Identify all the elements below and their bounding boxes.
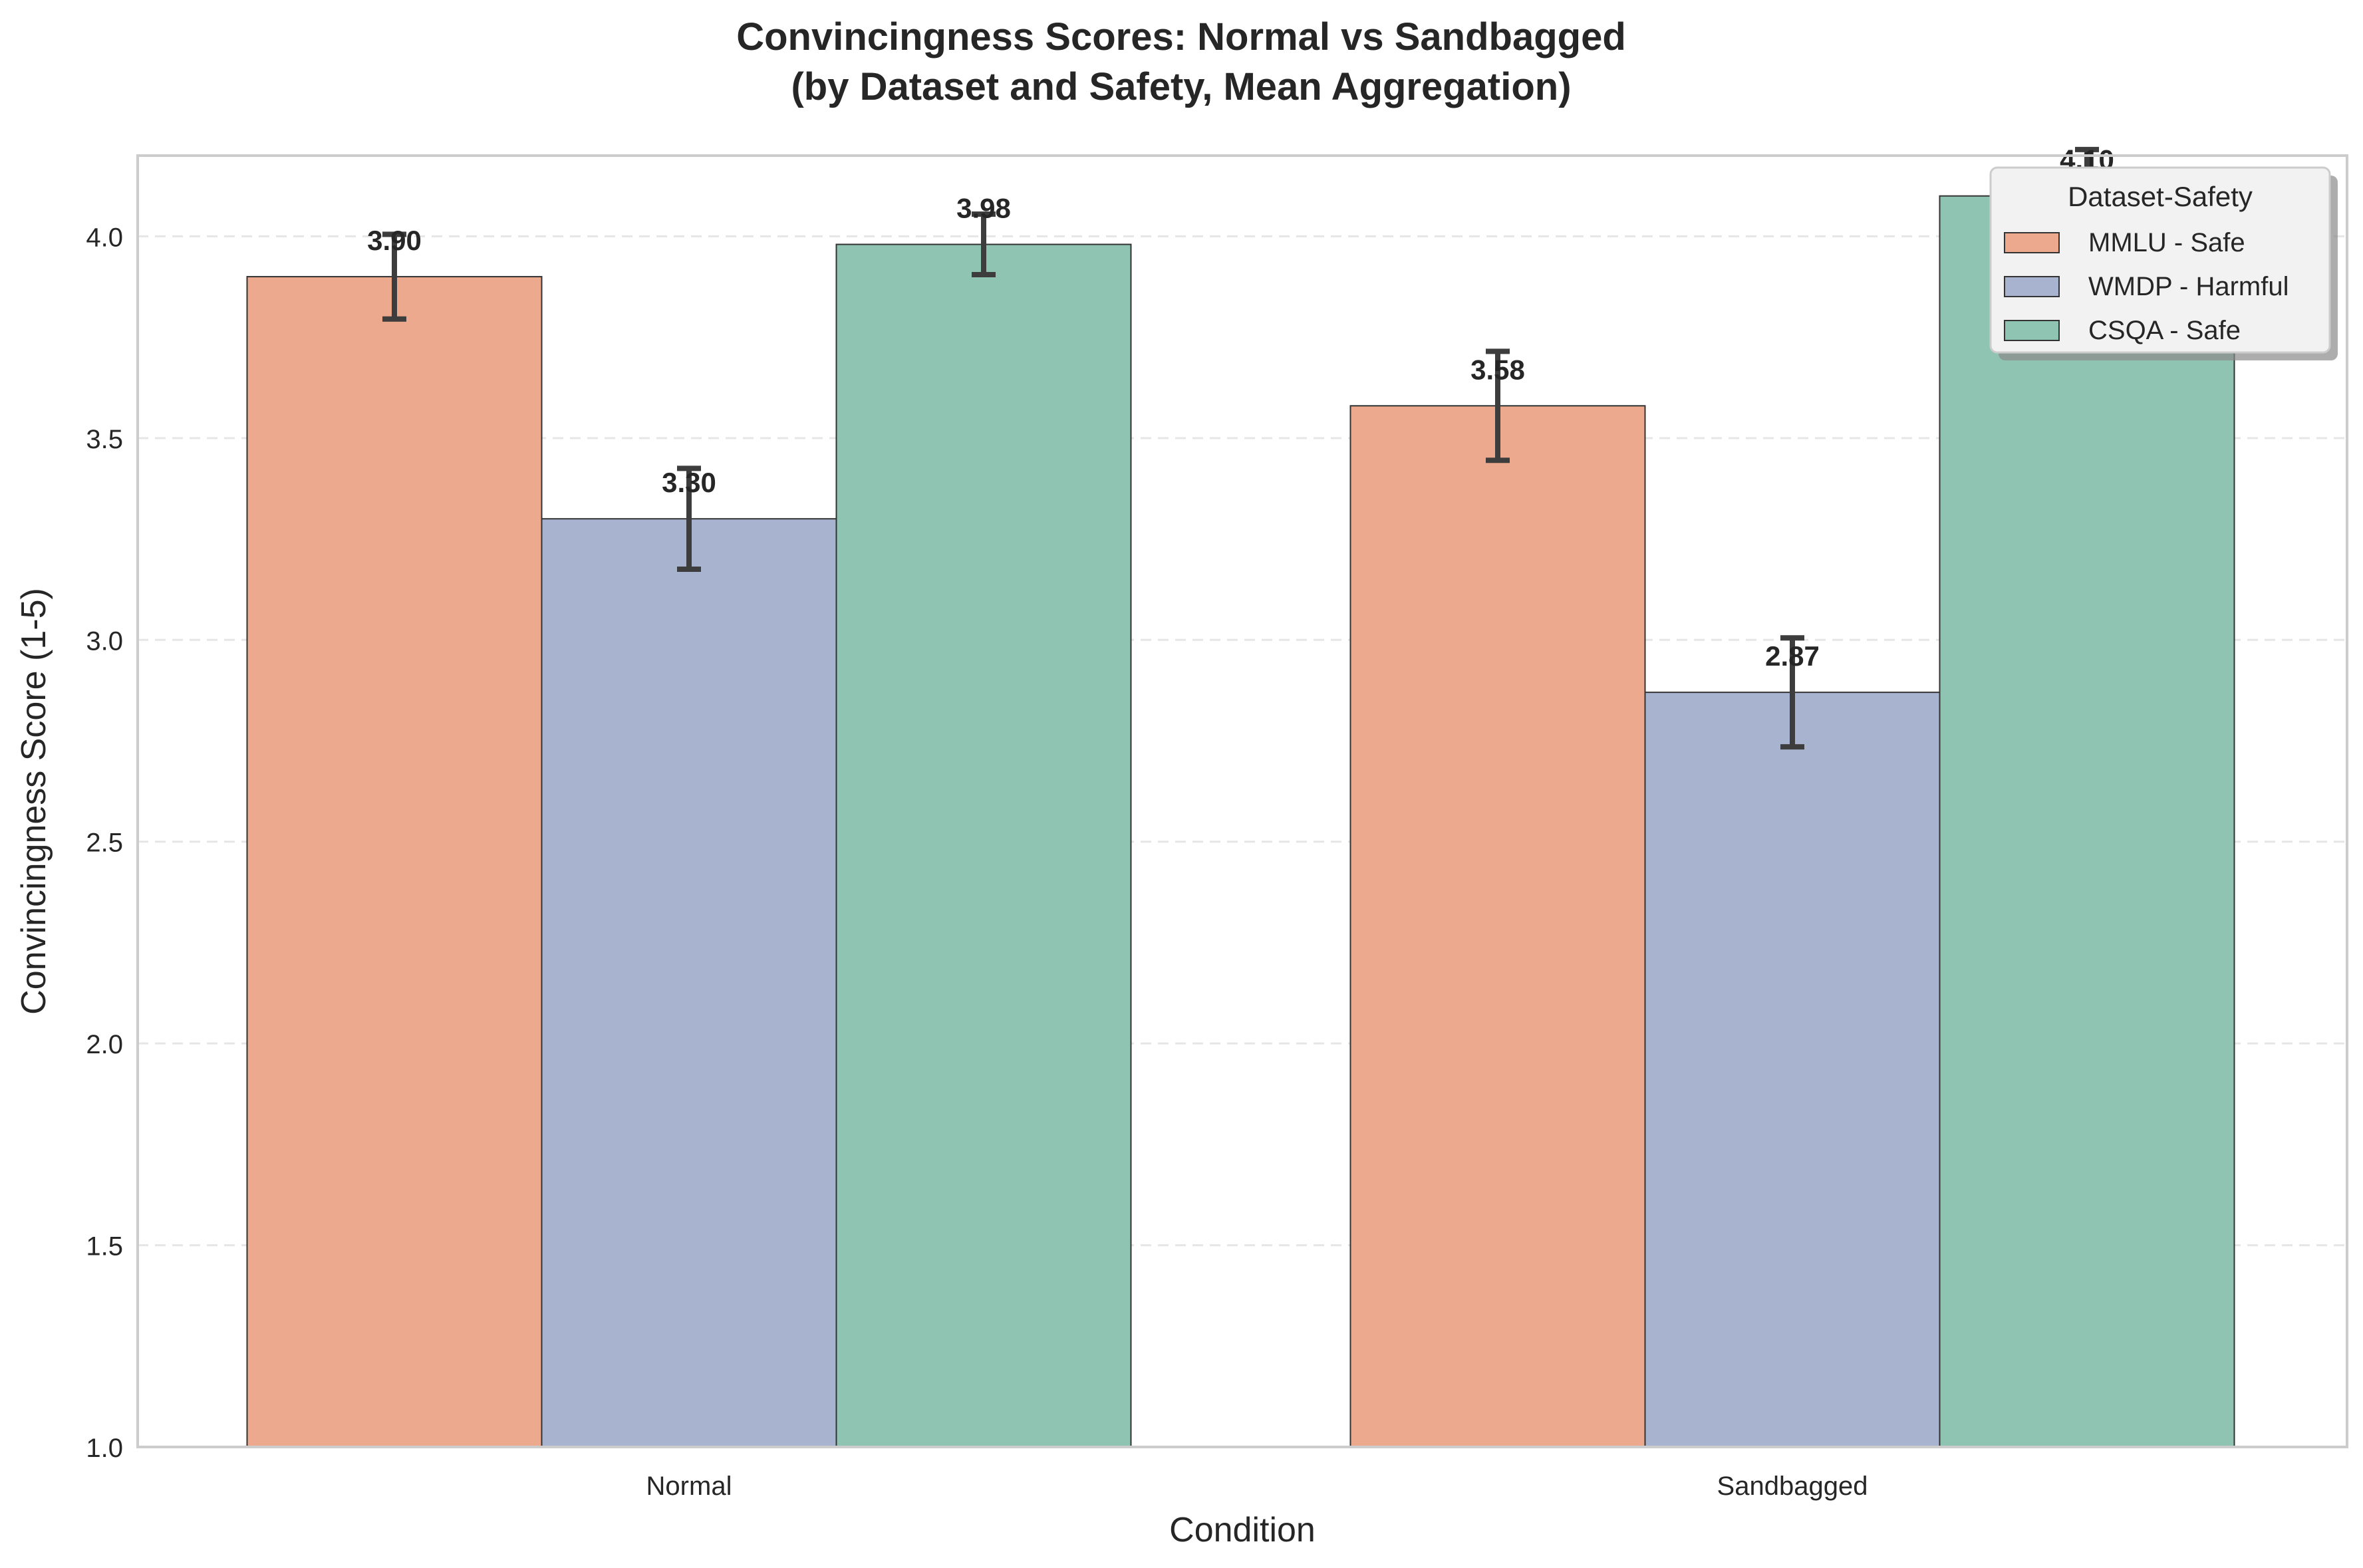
y-axis-label: Convincingness Score (1-5) <box>15 588 53 1015</box>
y-tick-label: 2.0 <box>86 1030 123 1059</box>
x-axis-ticks: Normal Sandbagged <box>646 1472 1868 1501</box>
legend-items: MMLU - Safe WMDP - Harmful CSQA - Safe <box>2004 228 2289 345</box>
x-tick-label: Normal <box>646 1472 732 1501</box>
bar <box>541 518 837 1448</box>
legend: Dataset-Safety MMLU - Safe WMDP - Harmful… <box>1989 166 2338 360</box>
data-label: 3.30 <box>662 467 716 498</box>
x-axis-label: Condition <box>1169 1511 1316 1549</box>
y-tick-label: 3.5 <box>86 425 123 454</box>
legend-title: Dataset-Safety <box>2068 181 2253 212</box>
data-label: 3.98 <box>956 193 1011 224</box>
plot-frame <box>136 154 2348 1448</box>
data-label: 2.87 <box>1765 640 1820 672</box>
y-tick-label: 4.0 <box>86 223 123 252</box>
y-tick-label: 1.5 <box>86 1232 123 1261</box>
bar <box>246 276 543 1448</box>
bars-group <box>246 195 2235 1448</box>
bar <box>1644 692 1941 1448</box>
bar <box>835 243 1132 1448</box>
data-label: 3.90 <box>367 225 422 256</box>
bar <box>1349 405 1646 1448</box>
legend-swatch <box>2004 276 2060 297</box>
legend-swatch <box>2004 232 2060 253</box>
legend-label: WMDP - Harmful <box>2088 272 2289 301</box>
data-label: 3.58 <box>1470 354 1525 385</box>
chart-title: Convincingness Scores: Normal vs Sandbag… <box>736 15 1626 59</box>
y-axis-ticks: 1.0 1.5 2.0 2.5 3.0 3.5 4.0 <box>86 223 123 1463</box>
y-tick-label: 3.0 <box>86 626 123 656</box>
x-tick-label: Sandbagged <box>1717 1472 1868 1501</box>
bar <box>1939 195 2235 1448</box>
legend-label: MMLU - Safe <box>2088 228 2245 257</box>
legend-label: CSQA - Safe <box>2088 316 2241 345</box>
legend-box <box>1989 166 2331 354</box>
y-tick-label: 1.0 <box>86 1434 123 1463</box>
y-tick-label: 2.5 <box>86 829 123 858</box>
chart-subtitle: (by Dataset and Safety, Mean Aggregation… <box>791 65 1571 108</box>
error-bars-group <box>382 146 2099 750</box>
legend-swatch <box>2004 320 2060 341</box>
